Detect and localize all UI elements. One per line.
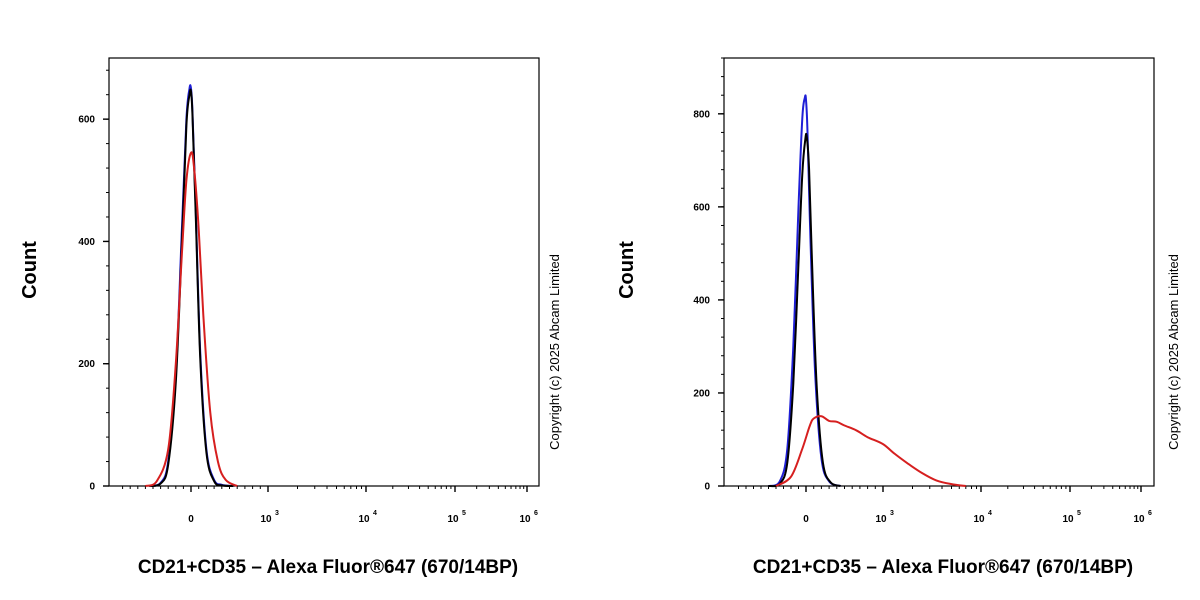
x-tick-exponent: 4 xyxy=(373,510,377,517)
x-tick-label: 0 xyxy=(803,514,809,525)
x-tick-exponent: 4 xyxy=(988,510,992,517)
x-tick-label: 10 xyxy=(875,514,887,525)
y-tick-label: 400 xyxy=(693,295,710,306)
x-tick-exponent: 6 xyxy=(1148,510,1152,517)
y-tick-label: 800 xyxy=(693,109,710,120)
y-tick-label: 400 xyxy=(78,237,95,248)
x-tick-exponent: 3 xyxy=(890,510,894,517)
x-tick-label: 10 xyxy=(1133,514,1145,525)
y-tick-label: 0 xyxy=(89,482,95,493)
x-tick-label: 10 xyxy=(358,514,370,525)
x-tick-exponent: 6 xyxy=(534,510,538,517)
y-tick-label: 0 xyxy=(704,482,710,493)
y-axis-label: Count xyxy=(19,241,41,299)
x-tick-exponent: 3 xyxy=(275,510,279,517)
y-tick-label: 200 xyxy=(78,359,95,370)
x-tick-label: 10 xyxy=(447,514,459,525)
y-tick-label: 600 xyxy=(693,202,710,213)
x-tick-label: 10 xyxy=(260,514,272,525)
x-tick-label: 10 xyxy=(1062,514,1074,525)
y-axis-label: Count xyxy=(616,241,638,299)
copyright-text: Copyright (c) 2025 Abcam Limited xyxy=(547,254,562,450)
x-axis-label: CD21+CD35 – Alexa Fluor®647 (670/14BP) xyxy=(138,557,518,578)
x-tick-exponent: 5 xyxy=(462,510,466,517)
y-tick-label: 200 xyxy=(693,388,710,399)
x-tick-exponent: 5 xyxy=(1077,510,1081,517)
copyright-text: Copyright (c) 2025 Abcam Limited xyxy=(1166,254,1181,450)
x-tick-label: 10 xyxy=(973,514,985,525)
x-axis-label: CD21+CD35 – Alexa Fluor®647 (670/14BP) xyxy=(753,557,1133,578)
x-tick-label: 0 xyxy=(188,514,194,525)
y-tick-label: 600 xyxy=(78,115,95,126)
x-tick-label: 10 xyxy=(519,514,531,525)
